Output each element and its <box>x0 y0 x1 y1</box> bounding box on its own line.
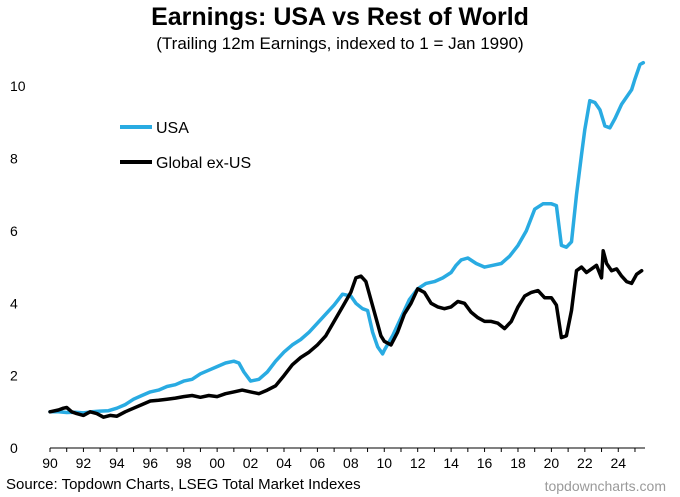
y-axis: 0 2 4 6 8 10 <box>10 78 26 456</box>
x-tick-label: 12 <box>410 455 426 470</box>
x-tick-label: 90 <box>42 455 58 470</box>
x-tick-label: 02 <box>243 455 259 470</box>
legend-label: USA <box>156 120 189 137</box>
x-tick-label: 92 <box>76 455 92 470</box>
x-tick-label: 94 <box>109 455 125 470</box>
x-tick-label: 22 <box>577 455 593 470</box>
series-line-usa <box>48 60 646 415</box>
brand-watermark: topdowncharts.com <box>544 478 666 494</box>
x-axis: 90 92 94 96 98 00 02 04 06 08 10 12 14 16 18 20 22 24 <box>42 447 645 470</box>
source-note: Source: Topdown Charts, LSEG Total Marke… <box>6 476 361 493</box>
y-tick-label: 2 <box>10 368 18 384</box>
series-line-global-ex-us <box>48 249 644 419</box>
x-tick-label: 14 <box>443 455 459 470</box>
x-tick-label: 20 <box>544 455 560 470</box>
x-tick-label: 06 <box>310 455 326 470</box>
chart-subtitle: (Trailing 12m Earnings, indexed to 1 = J… <box>156 34 524 53</box>
x-tick-label: 96 <box>142 455 158 470</box>
legend-label: Global ex-US <box>156 155 251 172</box>
legend: USA Global ex-US <box>120 120 251 172</box>
x-tick-label: 10 <box>376 455 392 470</box>
y-tick-label: 8 <box>10 151 18 167</box>
x-tick-label: 04 <box>276 455 292 470</box>
y-tick-label: 10 <box>10 78 26 94</box>
chart-title: Earnings: USA vs Rest of World <box>151 3 529 31</box>
y-tick-label: 4 <box>10 295 18 311</box>
x-tick-label: 00 <box>209 455 225 470</box>
y-tick-label: 0 <box>10 440 18 456</box>
x-tick-label: 24 <box>610 455 626 470</box>
series-layer <box>48 60 646 419</box>
x-tick-label: 08 <box>343 455 359 470</box>
y-tick-label: 6 <box>10 223 18 239</box>
x-tick-label: 16 <box>477 455 493 470</box>
x-tick-label: 98 <box>176 455 192 470</box>
x-tick-label: 18 <box>510 455 526 470</box>
